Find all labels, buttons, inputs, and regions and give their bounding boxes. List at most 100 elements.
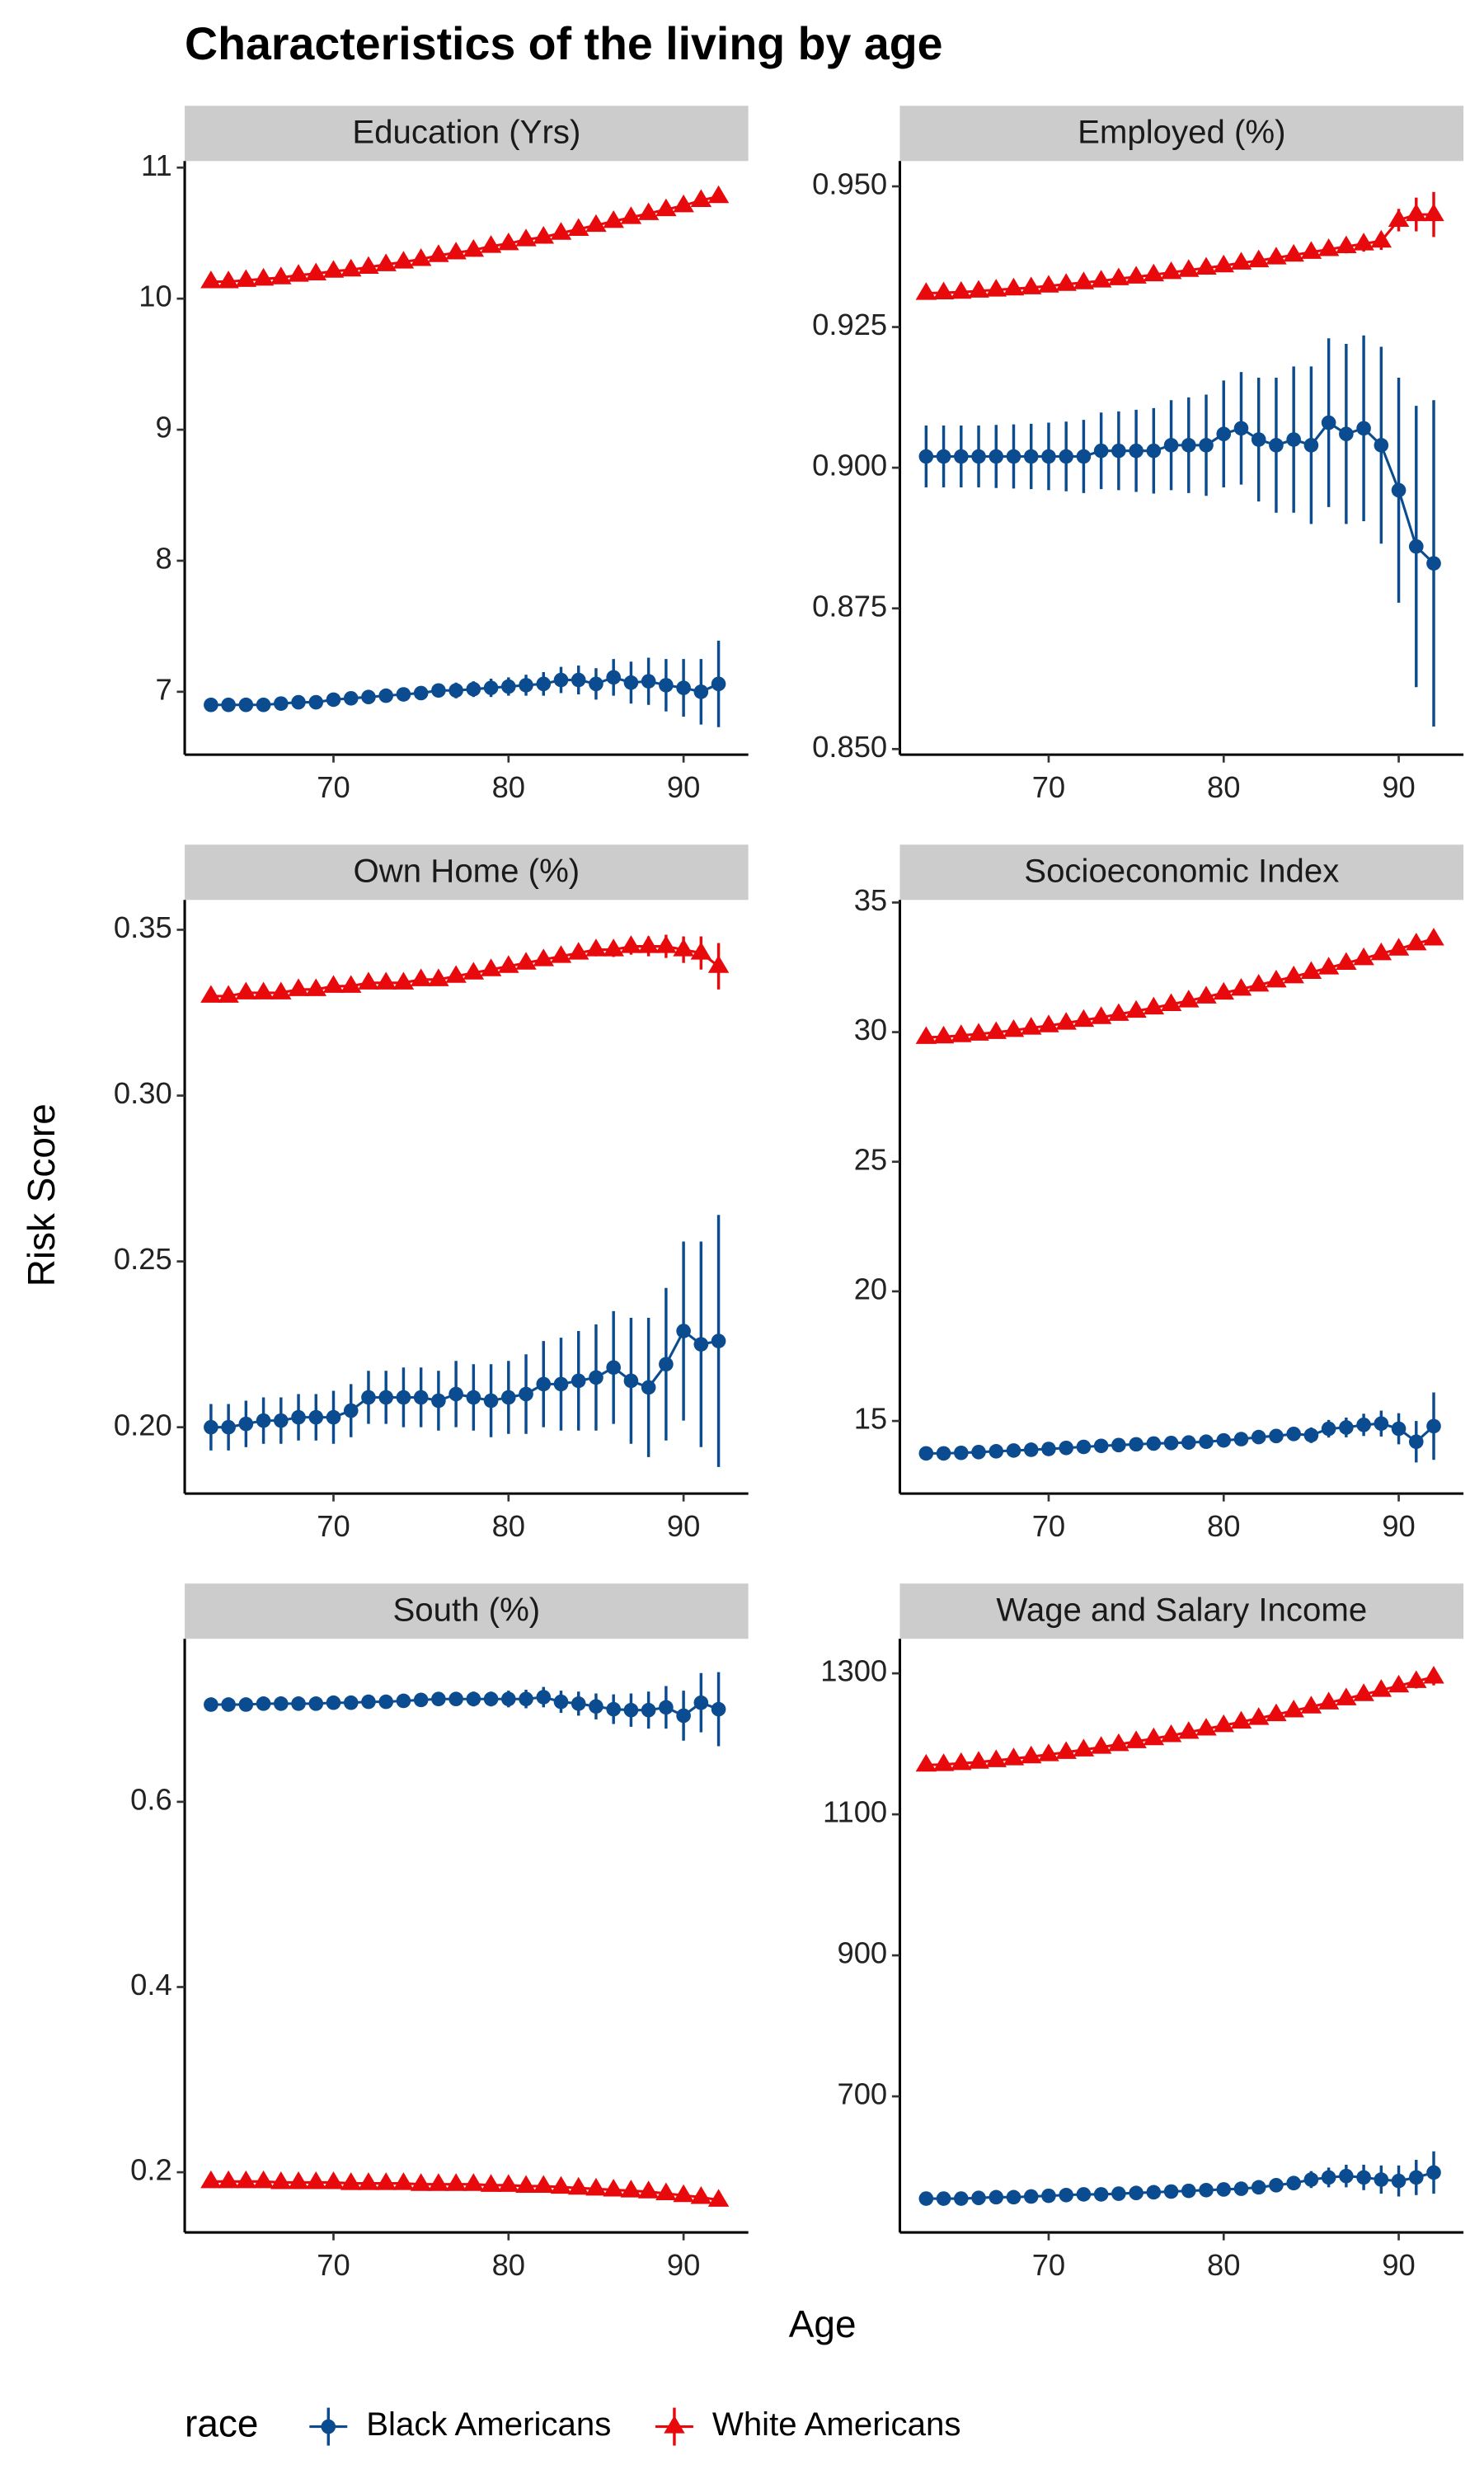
point — [305, 262, 327, 280]
point — [641, 1380, 656, 1395]
point — [326, 1695, 341, 1710]
y-tick-label: 0.35 — [114, 910, 172, 944]
point — [655, 935, 677, 953]
point — [1303, 1427, 1319, 1443]
point — [256, 697, 271, 713]
point — [1286, 432, 1301, 447]
point — [707, 2189, 730, 2207]
panel-title: Education (Yrs) — [352, 113, 580, 150]
y-tick-label: 1300 — [820, 1654, 887, 1688]
point — [1233, 1432, 1249, 1446]
point — [378, 1694, 393, 1710]
point — [1055, 273, 1077, 291]
point — [515, 952, 537, 970]
point — [1426, 2165, 1441, 2180]
point — [466, 1691, 481, 1707]
point — [322, 975, 345, 993]
point — [305, 2171, 327, 2189]
point — [1266, 969, 1287, 988]
point — [1181, 2183, 1196, 2199]
y-tick-label: 15 — [854, 1402, 887, 1436]
y-tick-label: 0.20 — [114, 1408, 172, 1442]
legend-title: race — [185, 2402, 258, 2445]
point — [1321, 2170, 1336, 2185]
point — [498, 955, 519, 973]
point — [585, 2177, 607, 2196]
x-tick-label: 80 — [492, 770, 525, 804]
point — [968, 1023, 989, 1041]
point — [288, 978, 309, 996]
chart-title: Characteristics of the living by age — [185, 18, 942, 69]
point — [358, 971, 379, 990]
point — [1233, 2181, 1249, 2196]
point — [221, 1697, 236, 1712]
point — [1370, 1679, 1392, 1697]
point — [1023, 1442, 1039, 1457]
point — [235, 981, 257, 999]
legend-label: Black Americans — [366, 2406, 611, 2443]
point — [431, 683, 446, 698]
point — [428, 968, 449, 986]
point — [1391, 2173, 1407, 2189]
point — [953, 2191, 969, 2206]
point — [235, 269, 257, 287]
point — [989, 449, 1004, 464]
point — [971, 1445, 986, 1460]
point — [288, 264, 309, 282]
point — [1163, 2184, 1179, 2199]
point — [1055, 1741, 1077, 1759]
point — [378, 688, 393, 703]
series-line — [210, 945, 720, 998]
point — [989, 2189, 1004, 2205]
point — [536, 1690, 552, 1705]
point — [1163, 438, 1179, 453]
y-tick-label: 20 — [854, 1272, 887, 1306]
point — [1055, 1012, 1077, 1030]
point — [1247, 1707, 1270, 1725]
point — [1143, 996, 1165, 1015]
x-tick-label: 90 — [667, 1509, 700, 1543]
point — [1251, 432, 1266, 447]
point — [1003, 1747, 1025, 1766]
point — [308, 1409, 324, 1425]
point — [396, 1390, 411, 1405]
point — [1093, 443, 1109, 459]
point — [620, 206, 642, 224]
point — [676, 1708, 691, 1724]
point — [1230, 1710, 1252, 1729]
point — [550, 222, 572, 240]
point — [1336, 235, 1357, 254]
point — [1317, 1691, 1340, 1710]
y-tick-label: 0.950 — [812, 167, 887, 201]
point — [1374, 2172, 1389, 2187]
point — [1353, 233, 1374, 251]
point — [620, 2180, 642, 2198]
legend-label: White Americans — [712, 2406, 961, 2443]
point — [1336, 1687, 1357, 1705]
point — [1266, 1703, 1287, 1722]
point — [951, 1752, 972, 1771]
point — [567, 2176, 589, 2195]
point — [1073, 1738, 1095, 1757]
series-line — [926, 421, 1435, 565]
point — [936, 449, 951, 464]
point — [1269, 438, 1284, 453]
point — [1230, 252, 1252, 270]
point — [498, 2174, 519, 2192]
point — [1251, 1429, 1266, 1445]
legend-marker — [664, 2415, 685, 2434]
y-tick-label: 0.925 — [812, 308, 887, 341]
point — [971, 449, 986, 464]
point — [343, 1695, 359, 1710]
point — [1020, 276, 1042, 294]
point — [1356, 421, 1371, 436]
point — [340, 975, 362, 993]
x-tick-label: 70 — [317, 2248, 350, 2282]
point — [448, 1386, 463, 1402]
point — [466, 1390, 481, 1405]
point — [1266, 247, 1287, 265]
point — [410, 968, 432, 986]
point — [361, 1390, 376, 1405]
x-tick-label: 70 — [1032, 2248, 1065, 2282]
point — [1199, 438, 1214, 453]
